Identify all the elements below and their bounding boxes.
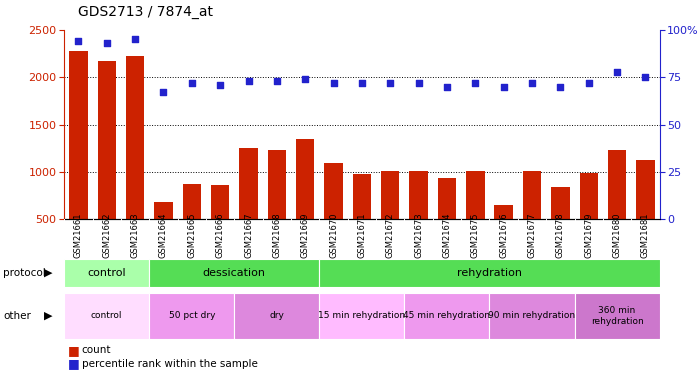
Bar (149, 292, 235, 339)
Point (611, 69, 623, 75)
Point (640, 74, 651, 80)
Bar (410, 171, 428, 219)
Text: 360 min
rehydration: 360 min rehydration (591, 306, 644, 326)
Text: GSM21661: GSM21661 (74, 213, 83, 258)
Bar (574, 292, 660, 339)
Bar (579, 173, 598, 219)
Text: GSM21678: GSM21678 (556, 213, 565, 258)
Text: ▶: ▶ (44, 268, 52, 278)
Bar (352, 174, 371, 219)
Text: GSM21675: GSM21675 (471, 213, 480, 258)
Bar (235, 292, 320, 339)
Point (526, 80, 537, 86)
Point (101, 40, 112, 46)
Bar (64, 292, 149, 339)
Text: GSM21680: GSM21680 (613, 213, 622, 258)
Bar (438, 178, 456, 219)
Text: GSM21668: GSM21668 (272, 213, 281, 258)
Bar (404, 292, 489, 339)
Point (385, 80, 396, 86)
Text: dry: dry (269, 311, 284, 320)
Bar (183, 184, 201, 219)
Bar (154, 202, 172, 219)
Text: protocol: protocol (3, 268, 46, 278)
Text: GSM21667: GSM21667 (244, 213, 253, 258)
Bar (325, 163, 343, 219)
Text: GSM21666: GSM21666 (216, 213, 225, 258)
Text: GSM21664: GSM21664 (159, 213, 168, 258)
Text: GSM21663: GSM21663 (131, 213, 140, 258)
Text: GSM21674: GSM21674 (443, 213, 452, 258)
Point (186, 80, 198, 86)
Bar (267, 150, 286, 219)
Point (583, 80, 594, 86)
Bar (523, 171, 541, 219)
Text: ▶: ▶ (44, 311, 52, 321)
Bar (608, 150, 626, 219)
Bar (149, 259, 320, 287)
Point (413, 80, 424, 86)
Point (328, 80, 339, 86)
Text: dessication: dessication (203, 268, 266, 278)
Point (272, 78, 283, 84)
Text: count: count (82, 345, 111, 355)
Text: GSM21670: GSM21670 (329, 213, 338, 258)
Text: control: control (87, 268, 126, 278)
Text: GSM21681: GSM21681 (641, 213, 650, 258)
Point (498, 84, 510, 90)
Text: 50 pct dry: 50 pct dry (168, 311, 215, 320)
Text: GSM21679: GSM21679 (584, 213, 593, 258)
Point (158, 90, 169, 96)
Bar (320, 292, 404, 339)
Text: GSM21676: GSM21676 (499, 213, 508, 258)
Text: GSM21673: GSM21673 (414, 213, 423, 258)
Point (356, 80, 367, 86)
Text: other: other (3, 311, 31, 321)
Bar (636, 160, 655, 219)
Text: GSM21662: GSM21662 (102, 213, 111, 258)
Text: ■: ■ (68, 344, 80, 357)
Point (555, 84, 566, 90)
Text: 45 min rehydration: 45 min rehydration (403, 311, 491, 320)
Point (441, 84, 452, 90)
Text: control: control (91, 311, 122, 320)
Bar (296, 139, 314, 219)
Bar (211, 185, 230, 219)
Point (470, 80, 481, 86)
Bar (239, 148, 258, 219)
Bar (551, 187, 570, 219)
Bar (489, 292, 574, 339)
Bar (466, 171, 484, 219)
Point (73, 38, 84, 44)
Text: GSM21665: GSM21665 (187, 213, 196, 258)
Bar (126, 56, 144, 219)
Bar (69, 51, 88, 219)
Bar (494, 205, 513, 219)
Point (243, 78, 254, 84)
Bar (320, 259, 660, 287)
Bar (381, 171, 399, 219)
Text: 90 min rehydration: 90 min rehydration (489, 311, 576, 320)
Text: GSM21669: GSM21669 (301, 213, 310, 258)
Text: GDS2713 / 7874_at: GDS2713 / 7874_at (78, 5, 213, 19)
Text: 15 min rehydration: 15 min rehydration (318, 311, 406, 320)
Point (214, 82, 225, 88)
Point (299, 76, 311, 82)
Point (130, 36, 141, 42)
Bar (64, 259, 149, 287)
Bar (98, 61, 116, 219)
Text: GSM21672: GSM21672 (386, 213, 395, 258)
Text: GSM21671: GSM21671 (357, 213, 366, 258)
Text: percentile rank within the sample: percentile rank within the sample (82, 359, 258, 369)
Text: GSM21677: GSM21677 (528, 213, 537, 258)
Text: ■: ■ (68, 357, 80, 370)
Text: rehydration: rehydration (457, 268, 522, 278)
